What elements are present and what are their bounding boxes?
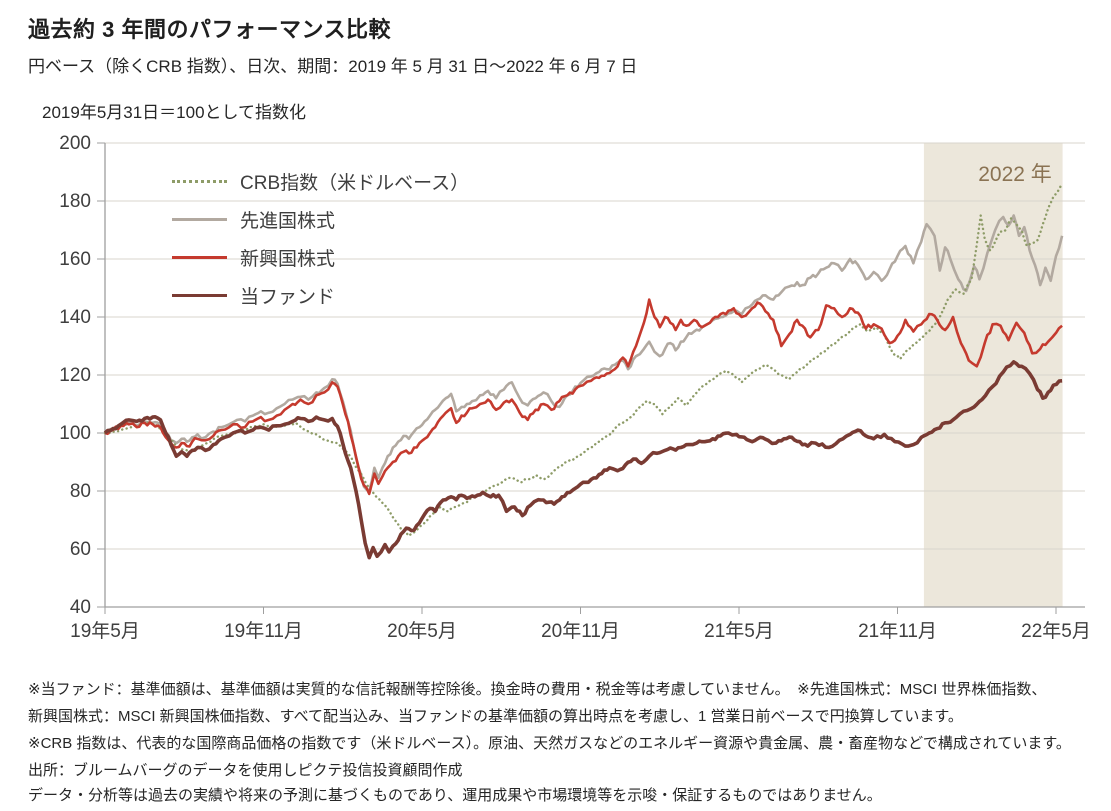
legend-label: 新興国株式 — [240, 248, 336, 270]
chart-legend: CRB指数（米ドルベース） 先進国株式 新興国株式 当ファンド — [172, 162, 469, 314]
y-tick-label: 100 — [59, 423, 91, 444]
x-tick-label: 19年5月 — [70, 620, 140, 642]
series-line-1 — [104, 214, 1064, 493]
y-tick-label: 200 — [59, 133, 91, 154]
page-title: 過去約 3 年間のパフォーマンス比較 — [28, 17, 392, 42]
legend-label: CRB指数（米ドルベース） — [240, 172, 470, 194]
year-2022-region-label: 2022 年 — [978, 163, 1052, 186]
legend-item-this-fund: 当ファンド — [172, 276, 469, 314]
x-tick-label: 22年5月 — [1021, 620, 1091, 642]
y-tick-label: 180 — [59, 191, 91, 212]
footnotes: ※当ファンド：基準価額は、基準価額は実質的な信託報酬等控除後。換金時の費用・税金… — [28, 676, 1106, 784]
x-tick-label: 20年11月 — [541, 620, 620, 642]
chart-area: 40 60 80 100 120 140 160 180 200 19年5月 19年11月 20年5月… — [0, 130, 1111, 660]
x-tick-label: 19年11月 — [224, 620, 303, 642]
crb-line-swatch-icon — [172, 179, 227, 183]
performance-line-chart: 40 60 80 100 120 140 160 180 200 19年5月 19年11月 20年5月… — [59, 133, 1091, 642]
y-tick-label: 60 — [70, 539, 91, 560]
legend-item-developed-equities: 先進国株式 — [172, 200, 469, 238]
series-line-2 — [104, 298, 1063, 496]
series-line-3 — [103, 360, 1063, 560]
x-tick-label: 20年5月 — [387, 620, 457, 642]
legend-label: 先進国株式 — [240, 210, 336, 232]
emerging-line-swatch-icon — [172, 255, 227, 259]
y-tick-label: 140 — [59, 307, 91, 328]
y-tick-label: 40 — [70, 597, 91, 618]
footnote-line: 新興国株式：MSCI 新興国株価指数、すべて配当込み、当ファンドの基準価額の算出… — [28, 708, 963, 725]
x-tick-label: 21年5月 — [704, 620, 774, 642]
y-tick-label: 160 — [59, 249, 91, 270]
disclaimer-text: データ・分析等は過去の実績や将来の予測に基づくものであり、運用成果や市場環境等を… — [28, 787, 882, 804]
index-base-note: 2019年5月31日＝100として指数化 — [42, 103, 307, 122]
footnote-line: ※CRB 指数は、代表的な国際商品価格の指数です（米ドルベース）。原油、天然ガス… — [28, 735, 1071, 752]
footnote-line: ※当ファンド：基準価額は、基準価額は実質的な信託報酬等控除後。換金時の費用・税金… — [28, 681, 1047, 698]
y-tick-label: 80 — [70, 481, 91, 502]
legend-label: 当ファンド — [240, 286, 336, 308]
chart-subtitle: 円ベース（除くCRB 指数）、日次、期間：2019 年 5 月 31 日～202… — [28, 57, 638, 76]
legend-item-emerging-equities: 新興国株式 — [172, 238, 469, 276]
legend-item-crb-index: CRB指数（米ドルベース） — [172, 162, 469, 200]
y-tick-label: 120 — [59, 365, 91, 386]
footnote-source-line: 出所：ブルームバーグのデータを使用しピクテ投信投資顧問作成 — [28, 762, 463, 779]
developed-line-swatch-icon — [172, 217, 227, 221]
x-tick-label: 21年11月 — [858, 620, 937, 642]
fund-line-swatch-icon — [172, 293, 227, 297]
